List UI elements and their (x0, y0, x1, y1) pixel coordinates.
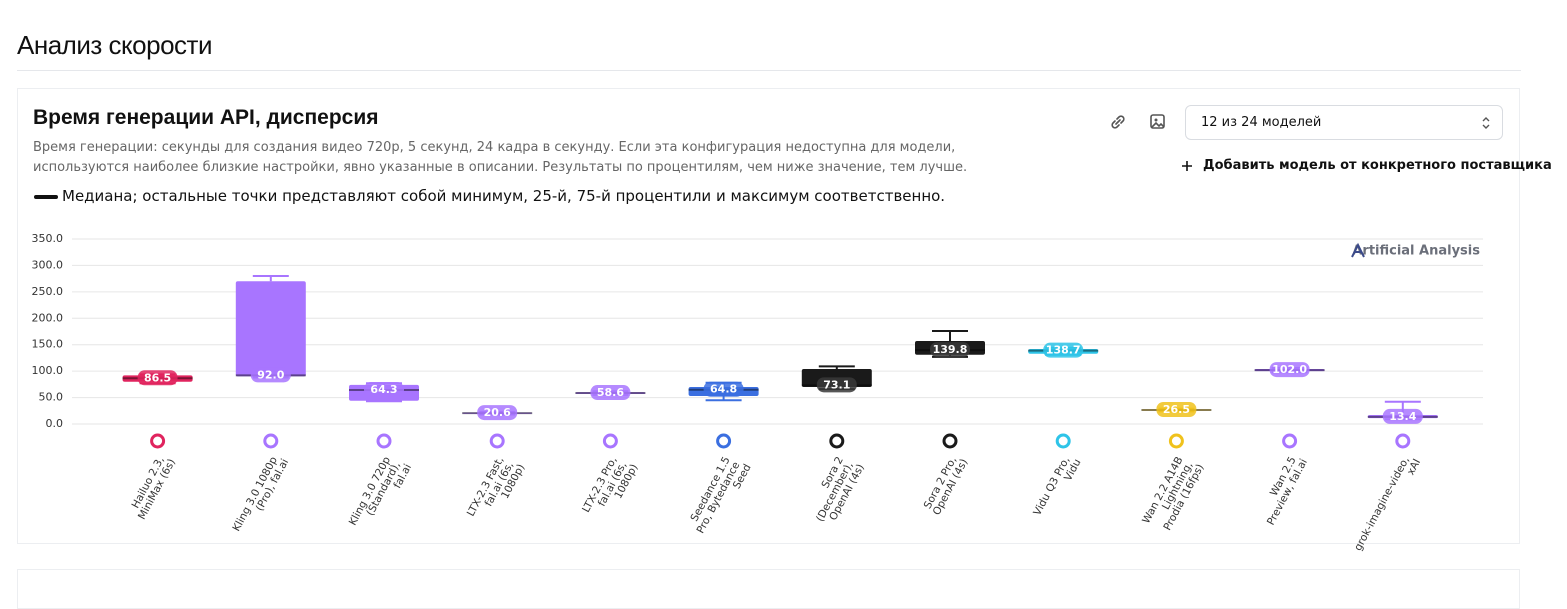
y-tick-label: 350.0 (32, 232, 64, 245)
model-select-text: 12 из 24 моделей (1201, 115, 1322, 130)
provider-icon (602, 433, 618, 449)
median-label-bg (1382, 408, 1423, 424)
legend-note: Медиана; остальные точки представляют со… (62, 187, 946, 205)
page-heading: Анализ скорости (17, 30, 212, 60)
median-label-bg (703, 381, 744, 397)
provider-icon (1395, 433, 1411, 449)
provider-icon (150, 433, 166, 449)
median-label: 92.0 (257, 368, 284, 381)
x-tick-label: LTX-2.3 Fast, fal.ai (6s, 1080p) (465, 452, 527, 529)
median-label-bg (930, 342, 970, 358)
box (235, 281, 306, 377)
provider-icon (489, 433, 505, 449)
median-label: 138.7 (1046, 344, 1081, 357)
x-tick-label: grok-imagine-video, xAI (1352, 452, 1423, 558)
x-tick-label: Sora 2 Pro, OpenAI (4s) (921, 452, 970, 518)
median-label: 102.0 (1272, 363, 1307, 376)
x-tick-label: Kling 3.0 1080p (Pro), fal.ai (230, 452, 291, 539)
watermark: Artificial Analysis (1352, 244, 1480, 259)
add-model-button[interactable]: Добавить модель от конкретного поставщик… (1203, 158, 1552, 173)
median-label: 64.8 (710, 383, 737, 396)
median-label: 13.4 (1389, 410, 1416, 423)
x-tick-label: Wan 2.5 Preview, fal.ai (1255, 452, 1310, 528)
provider-icon (1055, 433, 1071, 449)
card-description: Время генерации: секунды для создания ви… (33, 140, 968, 175)
median-label-bg (250, 367, 291, 383)
median-label-bg (477, 405, 518, 421)
x-tick-label: LTX-2.3 Pro, fal.ai (6s, 1080p) (580, 452, 640, 525)
divider (17, 70, 1521, 71)
model-select[interactable]: 12 из 24 моделей (1185, 105, 1503, 140)
median-label-bg (137, 370, 178, 386)
provider-icon (263, 433, 279, 449)
page: Анализ скорости Время генерации API, дис… (17, 30, 1552, 609)
select-chevron (1482, 117, 1490, 129)
median-legend-swatch (34, 195, 58, 199)
median-label-bg (816, 377, 857, 393)
x-tick-label: Vidu Q3 Pro, Vidu (1031, 452, 1083, 523)
x-tick-label: Hailuo 2.3, MiniMax (6s) (126, 452, 178, 522)
watermark-logo (1351, 242, 1365, 258)
link-button[interactable] (1108, 112, 1128, 132)
median-label: 20.6 (484, 406, 511, 419)
median-label: 139.8 (933, 343, 968, 356)
y-tick-label: 150.0 (32, 338, 64, 351)
median-label: 73.1 (823, 378, 850, 391)
provider-icon (716, 433, 732, 449)
y-tick-label: 0.0 (46, 417, 64, 430)
median-label: 64.3 (370, 383, 397, 396)
provider-icon (1282, 433, 1298, 449)
median-label-bg (1156, 401, 1197, 417)
chart-card (17, 88, 1520, 544)
median-label: 86.5 (144, 371, 171, 384)
provider-icon (1168, 433, 1184, 449)
image-export-button[interactable] (1148, 112, 1168, 132)
median-label-bg (1269, 362, 1310, 378)
y-tick-label: 300.0 (32, 258, 64, 271)
plus-icon (1182, 161, 1192, 171)
median-label: 58.6 (597, 386, 624, 399)
x-tick-label: Seedance 1.5 Pro, Bytedance Seed (685, 452, 754, 541)
chart: 0.0 50.0 100.0 150.0 200.0 250.0 300.0 350.0 Art… (32, 232, 1483, 558)
provider-icon (829, 433, 845, 449)
median-label: 26.5 (1163, 403, 1190, 416)
y-tick-label: 250.0 (32, 285, 64, 298)
median-label-bg (590, 385, 631, 401)
card-title: Время генерации API, дисперсия (33, 106, 379, 129)
x-tick-label: Sora 2 (December), OpenAI (4s) (804, 452, 867, 529)
y-tick-label: 100.0 (32, 364, 64, 377)
provider-icon (376, 433, 392, 449)
x-tick-label: Kling 3.0 720p (Standard), fal.ai (347, 452, 414, 538)
median-label-bg (1043, 342, 1084, 358)
median-label-bg (364, 382, 404, 398)
provider-icon (942, 433, 958, 449)
x-tick-label: Wan 2.2 A14B Lightning, Prodia (16fps) (1140, 452, 1206, 536)
y-tick-label: 50.0 (39, 391, 64, 404)
y-tick-label: 200.0 (32, 311, 64, 324)
